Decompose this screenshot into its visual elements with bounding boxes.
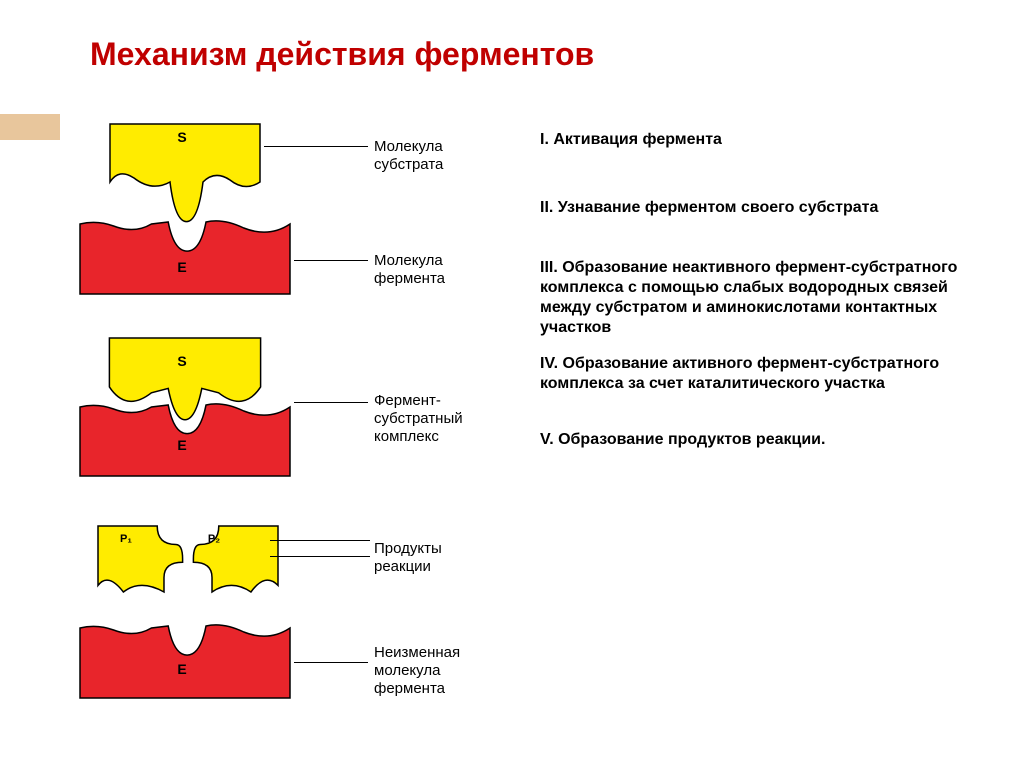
- step-text: I. Активация фермента: [540, 130, 970, 150]
- svg-text:P₁: P₁: [120, 533, 132, 545]
- diagram-label: Молекулафермента: [374, 252, 445, 288]
- diagram-label: Неизменнаямолекулафермента: [374, 644, 460, 698]
- diagram-column: SEМолекуласубстратаМолекулаферментаSEФер…: [74, 120, 494, 740]
- slide: Механизм действия ферментов SEМолекуласу…: [0, 0, 1024, 767]
- svg-text:S: S: [177, 129, 186, 145]
- panel-svg: SE: [74, 330, 334, 486]
- svg-text:P₂: P₂: [208, 533, 220, 545]
- leader-line: [270, 556, 370, 557]
- diagram-label: Продуктыреакции: [374, 540, 442, 576]
- leader-line: [264, 146, 368, 147]
- slide-title: Механизм действия ферментов: [90, 36, 594, 73]
- svg-text:E: E: [177, 259, 186, 275]
- diagram-label: Молекуласубстрата: [374, 138, 443, 174]
- panel-svg: P₁ P₂ E: [74, 520, 334, 706]
- steps-column: I. Активация фермента II. Узнавание ферме…: [540, 130, 970, 490]
- step-text: V. Образование продуктов реакции.: [540, 430, 970, 450]
- diagram-panel: SEФермент-субстратныйкомплекс: [74, 330, 494, 486]
- diagram-panel: S E Молекуласубстрата Молекулафермента: [74, 120, 494, 296]
- diagram-label: Фермент-субстратныйкомплекс: [374, 392, 494, 446]
- step-text: II. Узнавание ферментом своего субстрата: [540, 198, 970, 218]
- accent-bar: [0, 114, 60, 140]
- svg-text:E: E: [177, 661, 186, 677]
- step-text: IV. Образование активного фермент-субстр…: [540, 354, 970, 394]
- leader-line: [294, 260, 368, 261]
- svg-text:E: E: [177, 437, 186, 453]
- leader-line: [294, 402, 368, 403]
- leader-line: [294, 662, 368, 663]
- leader-line: [270, 540, 370, 541]
- step-text: III. Образование неактивного фермент-суб…: [540, 258, 970, 338]
- diagram-panel: P₁ P₂ E Продуктыреакции Неизменнаямолекулафе…: [74, 520, 494, 706]
- svg-text:S: S: [177, 353, 186, 369]
